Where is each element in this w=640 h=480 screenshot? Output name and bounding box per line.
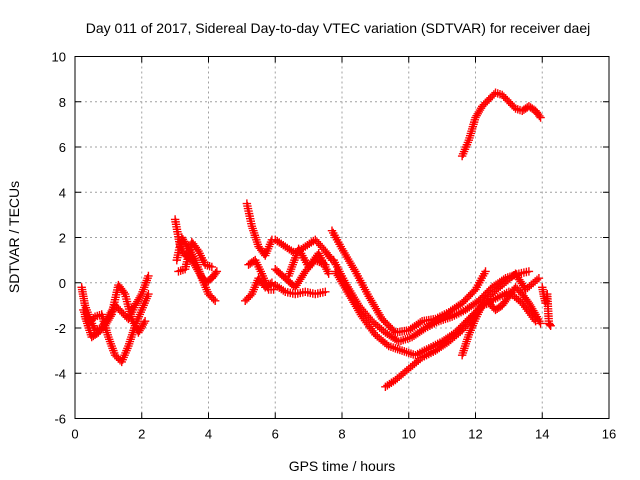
data-point (506, 99, 515, 108)
data-point (464, 292, 474, 301)
data-point (482, 96, 492, 106)
data-point (534, 274, 544, 283)
data-point (381, 318, 390, 327)
x-tick-label: 14 (535, 427, 549, 442)
data-point (501, 94, 510, 103)
data-point (140, 317, 150, 326)
data-point (244, 293, 253, 302)
data-point (546, 321, 555, 330)
data-point (242, 294, 252, 304)
data-point (503, 95, 512, 105)
data-point (466, 290, 475, 299)
y-tick-label: 0 (59, 276, 66, 291)
data-point (321, 287, 330, 296)
grid-lines (75, 56, 609, 419)
y-tick-label: 10 (52, 50, 66, 65)
y-tick-label: 8 (59, 95, 66, 110)
data-point (467, 288, 477, 298)
y-axis-label: SDTVAR / TECUs (6, 181, 22, 293)
data-point (209, 294, 218, 304)
x-tick-label: 12 (468, 427, 482, 442)
data-point (115, 306, 125, 315)
data-point (462, 293, 472, 303)
data-point (481, 267, 490, 276)
y-tick-label: -4 (54, 366, 66, 381)
data-point (508, 100, 517, 110)
x-axis-label: GPS time / hours (289, 458, 396, 474)
data-point (486, 93, 495, 102)
data-point (117, 307, 126, 317)
data-point (524, 267, 534, 276)
y-tick-label: 4 (59, 185, 66, 200)
x-tick-label: 10 (402, 427, 416, 442)
y-tick-label: -6 (54, 412, 66, 427)
y-tick-label: -2 (54, 321, 66, 336)
data-point (481, 98, 490, 108)
data-point (461, 295, 470, 304)
x-tick-label: 2 (138, 427, 145, 442)
data-point (120, 311, 130, 320)
data-point (114, 354, 123, 363)
data-point (241, 296, 250, 306)
x-tick-label: 0 (71, 427, 78, 442)
y-tick-label: 2 (59, 231, 66, 246)
data-point (144, 289, 153, 299)
x-tick-label: 6 (272, 427, 279, 442)
data-point (114, 304, 123, 313)
data-point (536, 319, 545, 328)
data-point (144, 271, 153, 281)
data-point (504, 97, 514, 106)
data-point (207, 293, 217, 302)
data-point (324, 269, 333, 278)
chart-title: Day 011 of 2017, Sidereal Day-to-day VTE… (86, 20, 590, 36)
x-tick-label: 8 (338, 427, 345, 442)
data-point (545, 320, 554, 329)
x-tick-label: 16 (602, 427, 616, 442)
data-point (207, 262, 217, 272)
data-point (536, 113, 545, 122)
data-points (77, 88, 555, 392)
data-point (269, 285, 278, 294)
data-point (212, 267, 222, 276)
x-tick-label: 4 (205, 427, 212, 442)
data-point (382, 319, 392, 329)
y-tick-label: 6 (59, 140, 66, 155)
data-point (210, 296, 220, 306)
axis-ticks: 0 2 4 6 8 10 12 14 16 -6 -4 -2 0 2 4 6 8 10 (52, 50, 617, 442)
